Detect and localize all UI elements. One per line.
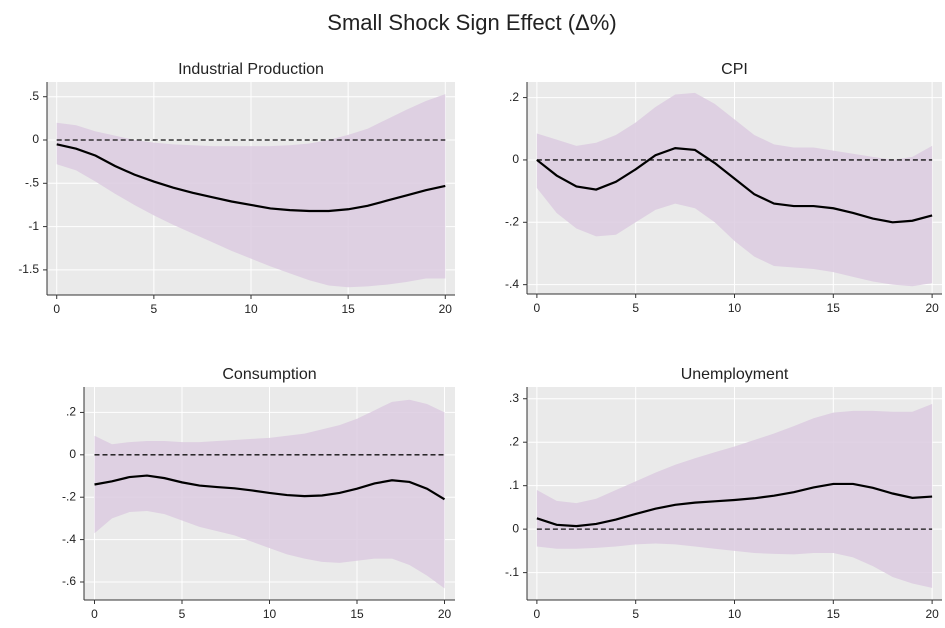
x-tick-label: 10 bbox=[263, 607, 277, 621]
confidence-band bbox=[56, 94, 446, 288]
panel-title: Consumption bbox=[222, 366, 316, 383]
x-tick-label: 20 bbox=[925, 607, 939, 621]
confidence-band bbox=[536, 403, 933, 588]
y-tick-label: -1.5 bbox=[18, 262, 39, 276]
y-tick-label: .5 bbox=[29, 89, 39, 103]
x-tick-label: 15 bbox=[827, 301, 841, 315]
x-tick-label: 5 bbox=[179, 607, 186, 621]
y-tick-label: .2 bbox=[66, 405, 76, 419]
panel-title: CPI bbox=[721, 61, 748, 78]
y-tick-label: -.4 bbox=[505, 277, 519, 291]
y-tick-label: -.6 bbox=[62, 574, 76, 588]
figure-title: Small Shock Sign Effect (Δ%) bbox=[327, 10, 616, 35]
x-tick-label: 0 bbox=[53, 302, 60, 316]
x-tick-label: 15 bbox=[350, 607, 364, 621]
x-tick-label: 10 bbox=[728, 301, 742, 315]
y-tick-label: 0 bbox=[32, 132, 39, 146]
y-tick-label: -.2 bbox=[62, 489, 76, 503]
response-line bbox=[536, 146, 933, 224]
x-tick-label: 20 bbox=[438, 607, 452, 621]
y-tick-label: 0 bbox=[69, 447, 76, 461]
x-tick-label: 20 bbox=[925, 301, 939, 315]
x-tick-label: 10 bbox=[728, 607, 742, 621]
x-tick-label: 15 bbox=[827, 607, 841, 621]
response-line bbox=[56, 143, 446, 213]
y-tick-label: -.4 bbox=[62, 532, 76, 546]
panel-title: Unemployment bbox=[681, 366, 789, 383]
x-tick-label: 15 bbox=[341, 302, 355, 316]
x-tick-label: 5 bbox=[151, 302, 158, 316]
y-tick-label: -.1 bbox=[505, 565, 519, 579]
x-tick-label: 5 bbox=[632, 301, 639, 315]
response-line bbox=[536, 482, 933, 528]
y-tick-label: .2 bbox=[509, 434, 519, 448]
y-tick-label: -.5 bbox=[25, 175, 39, 189]
y-tick-label: 0 bbox=[512, 152, 519, 166]
y-tick-label: 0 bbox=[512, 521, 519, 535]
x-tick-label: 20 bbox=[439, 302, 453, 316]
x-tick-label: 0 bbox=[91, 607, 98, 621]
x-tick-label: 5 bbox=[632, 607, 639, 621]
y-tick-label: .3 bbox=[509, 391, 519, 405]
response-line bbox=[94, 474, 446, 501]
x-tick-label: 0 bbox=[534, 301, 541, 315]
y-tick-label: .2 bbox=[509, 90, 519, 104]
y-tick-label: -.2 bbox=[505, 214, 519, 228]
panel-title: Industrial Production bbox=[178, 61, 324, 78]
x-tick-label: 10 bbox=[244, 302, 258, 316]
x-tick-label: 0 bbox=[534, 607, 541, 621]
confidence-band bbox=[536, 92, 933, 287]
y-tick-label: -1 bbox=[28, 219, 39, 233]
y-tick-label: .1 bbox=[509, 478, 519, 492]
